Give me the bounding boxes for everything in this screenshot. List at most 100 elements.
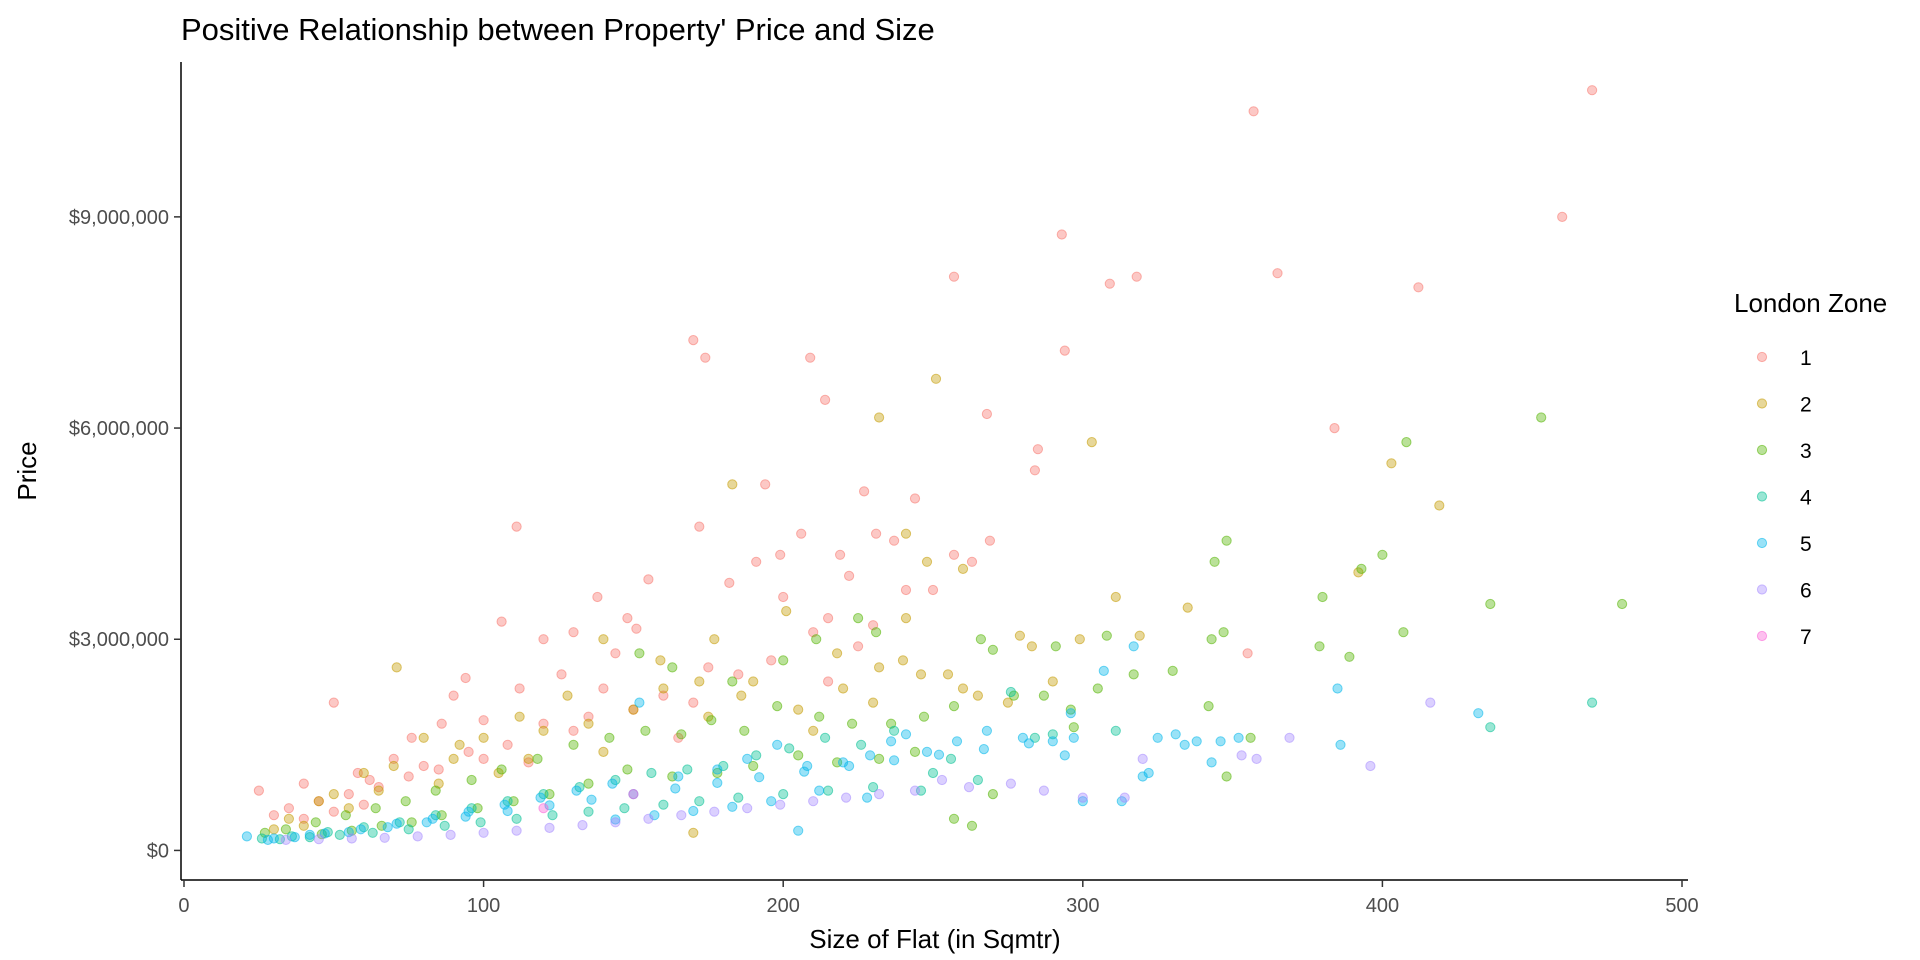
data-point xyxy=(778,591,789,603)
y-axis-title: Price xyxy=(12,441,42,500)
x-axis-title: Size of Flat (in Sqmtr) xyxy=(809,924,1060,954)
data-point xyxy=(388,753,399,765)
data-point xyxy=(909,493,921,504)
data-point xyxy=(502,739,513,750)
data-point xyxy=(933,749,945,760)
data-point xyxy=(496,764,507,775)
data-point xyxy=(1050,641,1061,652)
data-point xyxy=(430,785,441,796)
data-point xyxy=(709,806,720,817)
data-point xyxy=(1215,736,1226,747)
data-point xyxy=(945,753,957,765)
data-point xyxy=(1587,85,1598,96)
data-point xyxy=(874,662,885,673)
legend-label: 2 xyxy=(1800,394,1812,417)
data-point xyxy=(658,683,669,694)
data-point xyxy=(823,785,834,796)
data-point xyxy=(966,820,978,831)
data-point xyxy=(1557,211,1568,222)
data-point xyxy=(391,662,402,673)
data-point xyxy=(1137,753,1148,765)
data-point xyxy=(823,613,834,624)
data-point xyxy=(814,711,825,722)
data-point xyxy=(1068,732,1079,743)
data-point xyxy=(538,725,549,736)
data-point xyxy=(268,810,279,821)
data-point xyxy=(373,785,384,796)
data-point xyxy=(948,271,960,282)
data-point xyxy=(304,829,315,841)
data-point xyxy=(313,796,324,807)
x-tick-label: 300 xyxy=(1066,895,1099,917)
data-point xyxy=(346,833,357,844)
data-point xyxy=(820,394,831,405)
data-point xyxy=(706,715,717,726)
data-point xyxy=(775,799,786,810)
x-tick-label: 500 xyxy=(1665,895,1698,917)
data-point xyxy=(727,801,738,812)
data-point xyxy=(643,574,654,585)
data-point xyxy=(1065,704,1076,715)
data-point xyxy=(981,725,993,736)
data-point xyxy=(796,528,807,539)
data-point xyxy=(909,746,921,758)
data-point xyxy=(280,834,291,846)
data-point xyxy=(742,803,753,814)
data-point xyxy=(598,634,609,645)
data-point xyxy=(1038,785,1050,796)
data-point xyxy=(972,690,984,701)
data-point xyxy=(900,584,912,596)
data-point xyxy=(733,792,744,803)
data-point xyxy=(1086,437,1097,448)
data-point xyxy=(784,743,795,754)
data-point xyxy=(628,789,639,800)
data-point xyxy=(412,831,423,842)
data-point xyxy=(673,771,684,782)
legend-item-zone-5: 5 xyxy=(1756,533,1812,556)
data-point xyxy=(1077,792,1088,803)
data-point xyxy=(1284,732,1295,743)
data-point xyxy=(742,753,753,765)
legend-key xyxy=(1756,584,1768,595)
data-point xyxy=(1317,591,1328,603)
data-point xyxy=(688,827,699,838)
data-point xyxy=(511,813,522,824)
data-point xyxy=(1617,598,1628,610)
data-point xyxy=(942,669,954,680)
data-point xyxy=(676,729,687,740)
data-point xyxy=(927,584,939,596)
legend: London Zone 1 2 3 4 5 6 7 xyxy=(1734,288,1887,649)
data-point xyxy=(1137,771,1148,782)
data-point xyxy=(963,782,975,793)
data-point xyxy=(835,549,846,560)
chart-title: Positive Relationship between Property' … xyxy=(181,12,935,47)
data-point xyxy=(900,528,912,539)
data-point xyxy=(811,634,822,645)
data-point xyxy=(1218,627,1229,638)
data-point xyxy=(400,796,411,807)
data-point xyxy=(1587,697,1598,708)
data-point xyxy=(1329,423,1340,434)
x-tick-label: 400 xyxy=(1366,895,1399,917)
data-point xyxy=(379,832,390,843)
data-point xyxy=(634,648,645,659)
legend-item-zone-3: 3 xyxy=(1756,440,1812,463)
data-point xyxy=(748,676,759,687)
data-point xyxy=(1038,690,1050,701)
data-point xyxy=(987,644,999,655)
data-point xyxy=(340,810,351,821)
data-point xyxy=(1272,268,1283,279)
data-point xyxy=(643,813,654,824)
data-point xyxy=(547,810,558,821)
data-point xyxy=(889,725,900,736)
data-point xyxy=(1365,760,1376,772)
data-point xyxy=(1344,651,1355,662)
data-point xyxy=(1167,665,1178,677)
data-point xyxy=(793,825,804,836)
data-point xyxy=(463,746,474,758)
data-point xyxy=(856,739,867,750)
data-point xyxy=(448,753,459,765)
data-point xyxy=(256,833,267,844)
data-point xyxy=(1170,729,1181,740)
